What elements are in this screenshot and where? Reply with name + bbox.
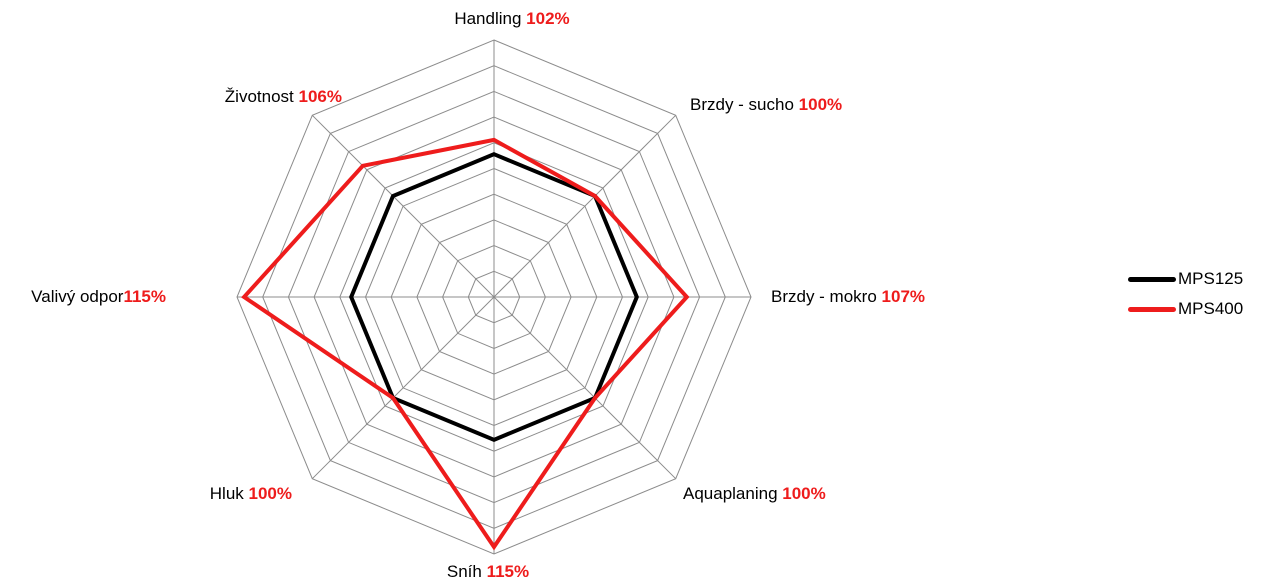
legend-label-mps125: MPS125 <box>1178 269 1244 288</box>
axis-value-snih: 115% <box>487 562 530 581</box>
series-line-mps125 <box>349 152 639 442</box>
radar-series <box>241 137 690 551</box>
legend-swatch-mps125 <box>1128 276 1176 282</box>
legend-swatch-mps400 <box>1128 306 1176 312</box>
axis-label-handling: Handling 102% <box>454 9 569 28</box>
series-line-mps400 <box>241 137 690 551</box>
axis-label-zivotnost: Životnost 106% <box>225 87 342 106</box>
axis-value-valivy-odpor: 115% <box>123 287 166 306</box>
axis-label-hluk: Hluk 100% <box>210 484 292 503</box>
axis-value-aquaplaning: 100% <box>782 484 825 503</box>
legend-item-mps400: MPS400 <box>1128 296 1243 322</box>
legend-item-mps125: MPS125 <box>1128 266 1243 292</box>
spoke-3 <box>493 296 677 480</box>
axis-label-snih: Sníh 115% <box>447 562 529 581</box>
axis-label-brzdy-sucho: Brzdy - sucho 100% <box>690 95 842 114</box>
axis-label-brzdy-mokro: Brzdy - mokro 107% <box>771 287 925 306</box>
axis-value-handling: 102% <box>526 9 569 28</box>
axis-value-hluk: 100% <box>249 484 292 503</box>
axis-label-valivy-odpor: Valivý odpor115% <box>31 287 166 306</box>
chart-legend: MPS125 MPS400 <box>1128 266 1243 326</box>
radar-spokes <box>237 40 751 554</box>
spoke-5 <box>311 296 495 480</box>
axis-labels: Handling 102% Brzdy - sucho 100% Brzdy -… <box>31 9 925 581</box>
legend-label-mps400: MPS400 <box>1178 299 1244 318</box>
axis-value-brzdy-mokro: 107% <box>882 287 925 306</box>
spoke-1 <box>493 114 677 298</box>
axis-label-aquaplaning: Aquaplaning 100% <box>683 484 826 503</box>
axis-value-brzdy-sucho: 100% <box>799 95 842 114</box>
axis-value-zivotnost: 106% <box>299 87 342 106</box>
spoke-7 <box>311 114 495 298</box>
